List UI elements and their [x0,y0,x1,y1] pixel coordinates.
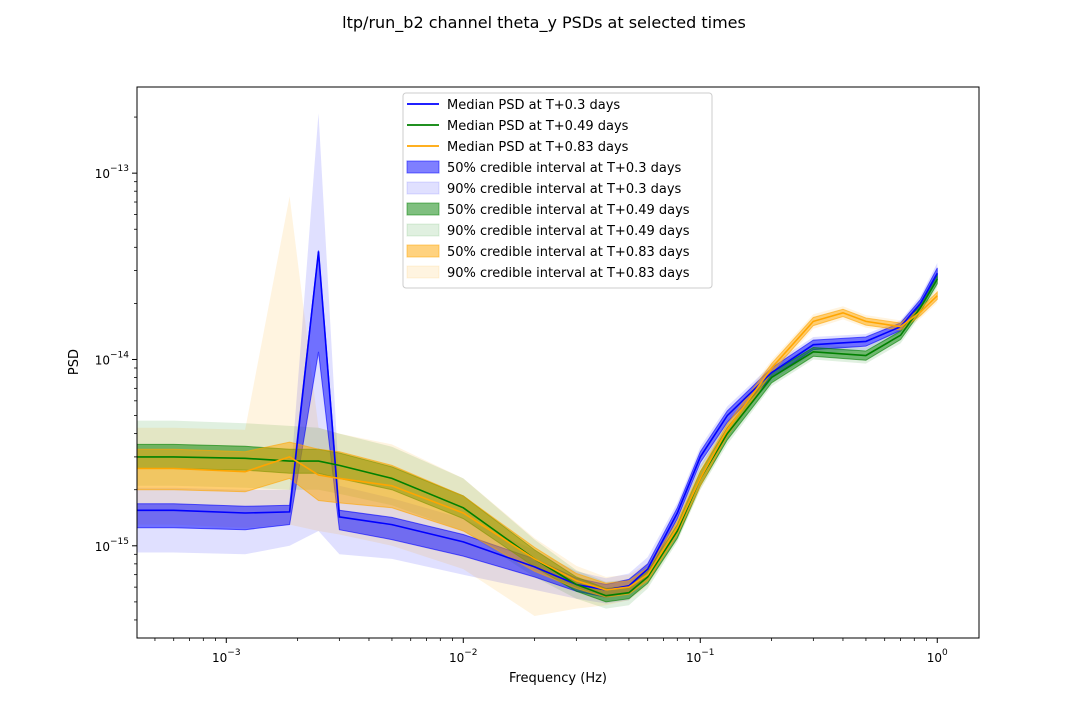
legend-label-7: 50% credible interval at T+0.83 days [447,245,690,260]
legend-swatch-7 [406,244,440,258]
median-line-1 [137,278,938,597]
legend-label-3: 50% credible interval at T+0.3 days [447,161,682,176]
legend-swatch-8 [406,265,440,279]
x-axis-ticks: 10−3 10−2 10−1 100 [154,638,948,665]
legend-label-6: 90% credible interval at T+0.49 days [447,224,690,239]
y-tick-label-1: 10−14 [95,350,130,367]
median-lines [137,251,938,597]
y-tick-label-2: 10−13 [95,164,129,181]
y-tick-label-0: 10−15 [95,537,129,554]
y-axis-label: PSD [67,349,82,375]
legend-label-8: 90% credible interval at T+0.83 days [447,266,690,281]
legend-label-2: Median PSD at T+0.83 days [447,140,629,155]
median-line-2 [137,295,938,591]
legend-label-5: 50% credible interval at T+0.49 days [447,203,690,218]
y-axis-ticks: 10−15 10−14 10−13 [95,116,137,621]
legend-label-4: 90% credible interval at T+0.3 days [447,182,682,197]
x-axis-label: Frequency (Hz) [509,671,607,686]
plot-area [137,113,938,616]
plot-frame [136,86,980,639]
legend-box [402,92,713,289]
chart-title: ltp/run_b2 channel theta_y PSDs at selec… [342,13,746,33]
legend-swatch-4 [406,181,440,195]
x-tick-label-2: 10−1 [686,648,715,665]
legend: Median PSD at T+0.3 days Median PSD at T+… [402,92,713,289]
legend-label-1: Median PSD at T+0.49 days [447,119,629,134]
x-tick-label-3: 100 [927,648,948,665]
legend-label-0: Median PSD at T+0.3 days [447,98,620,113]
x-tick-label-0: 10−3 [212,648,241,665]
legend-swatch-3 [406,160,440,174]
legend-swatch-5 [406,202,440,216]
legend-swatch-6 [406,223,440,237]
x-tick-label-1: 10−2 [449,648,478,665]
